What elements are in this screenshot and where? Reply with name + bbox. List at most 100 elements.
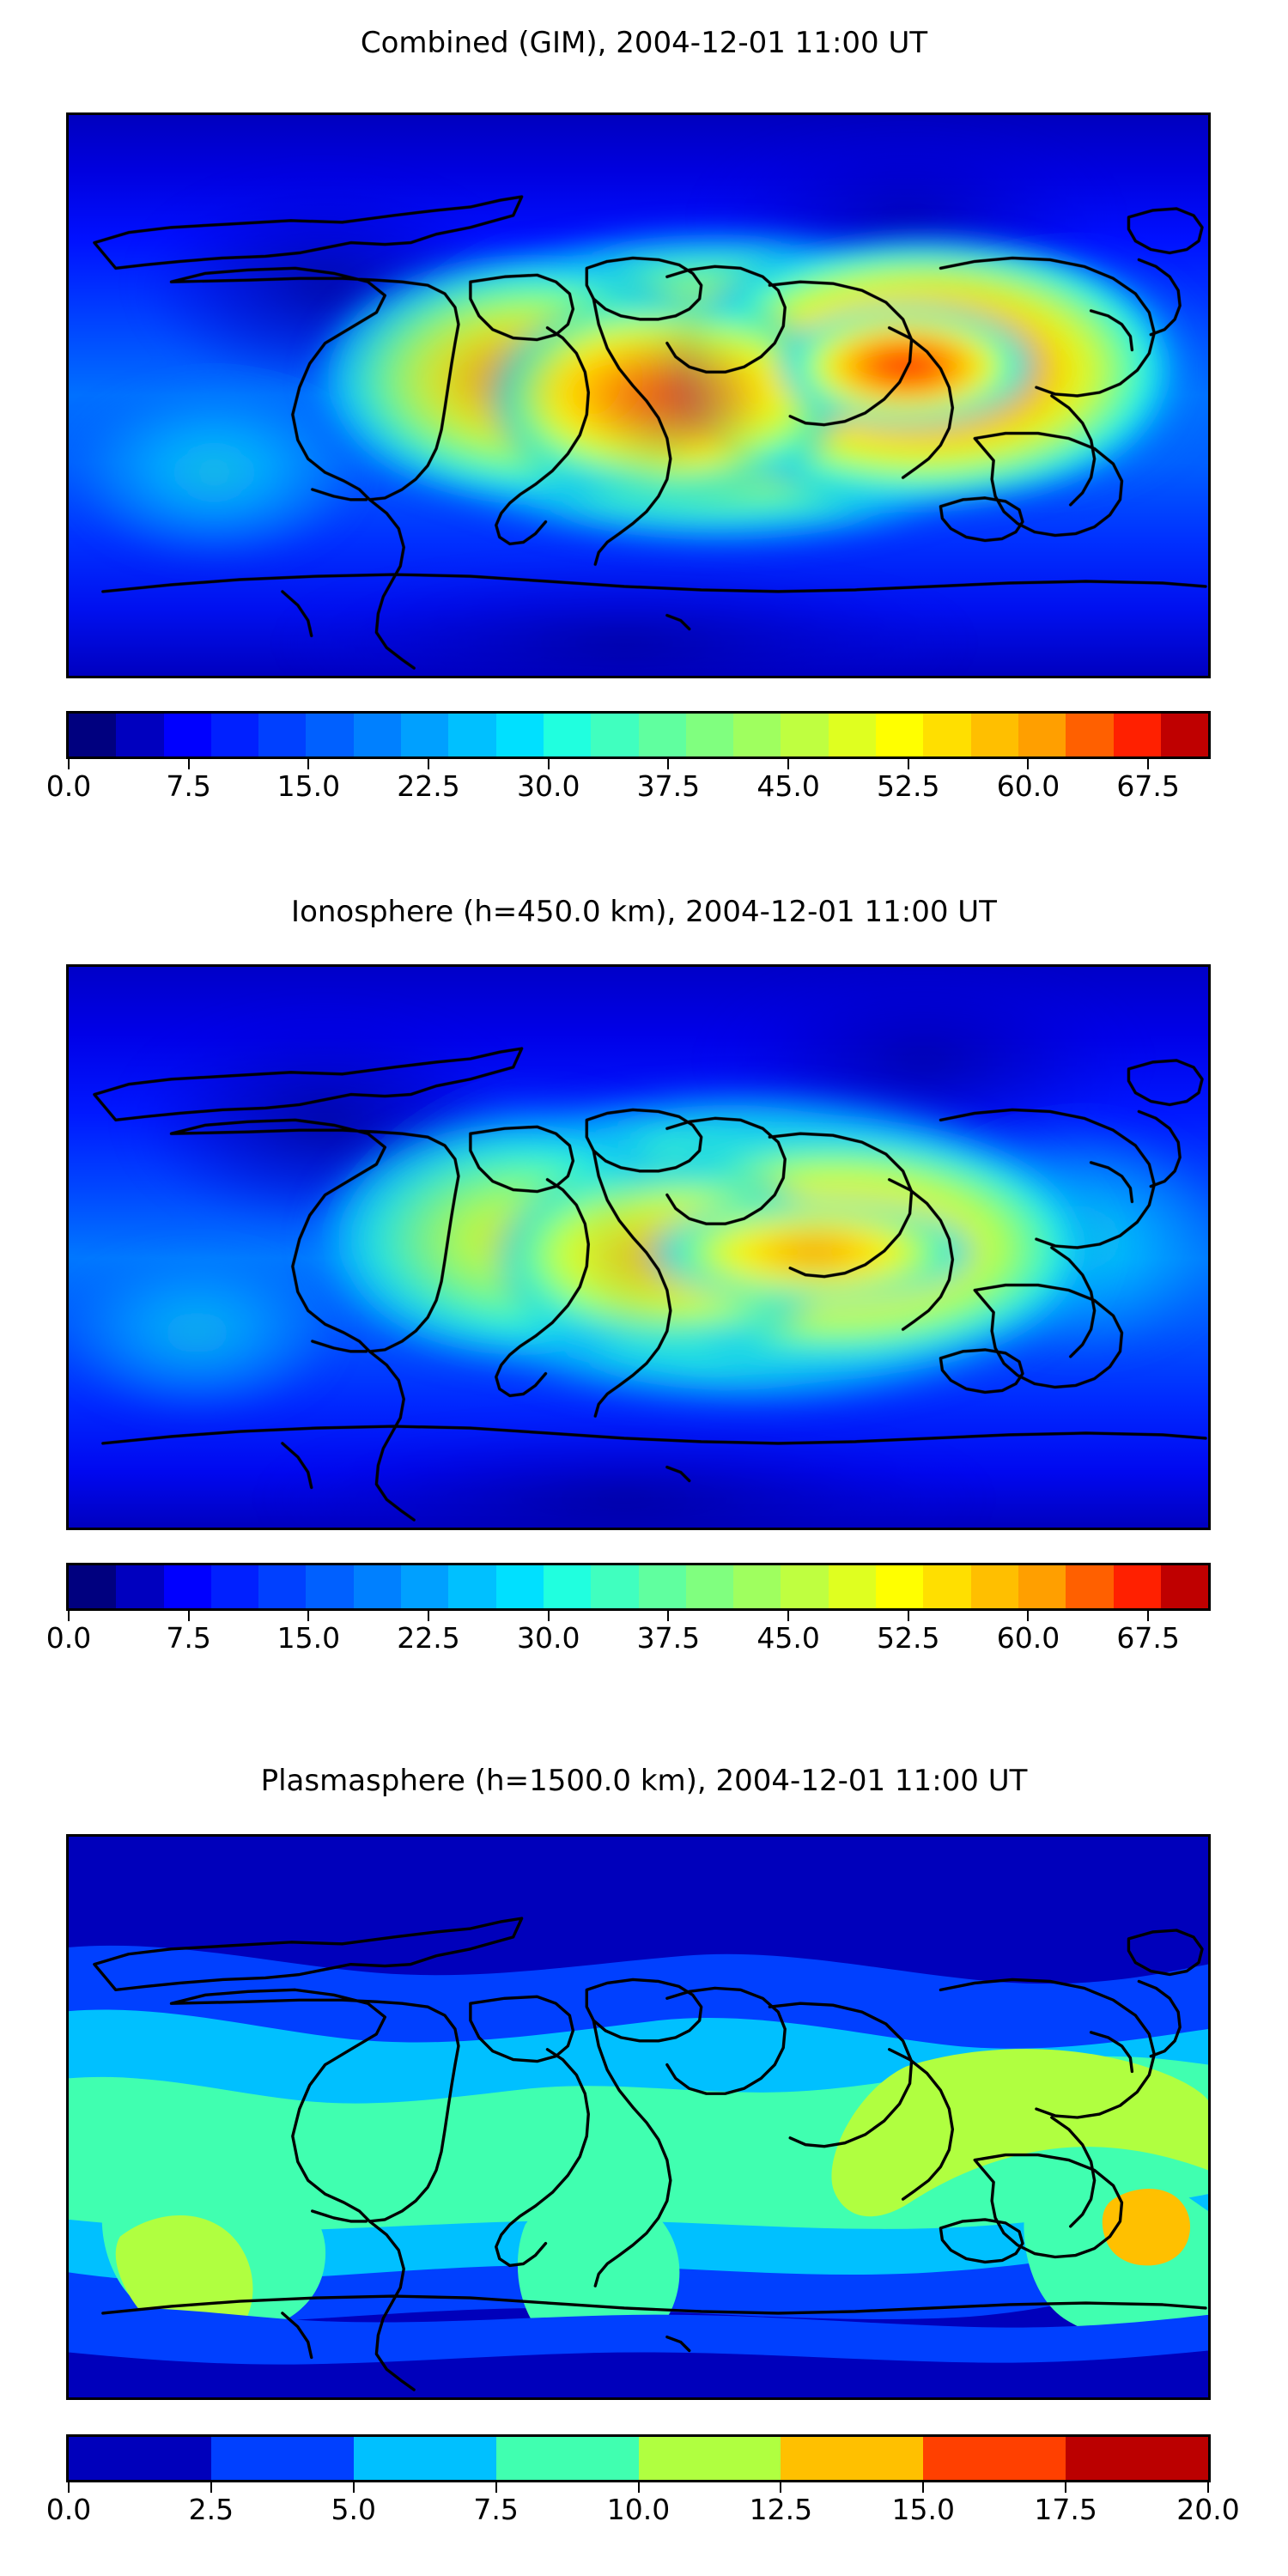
colorbar-combined-gim-tick-label-8: 60.0 (996, 769, 1060, 803)
colorbar-ionosphere-band-6 (353, 1565, 402, 1608)
colorbar-combined-gim-band-11 (591, 714, 639, 756)
colorbar-ionosphere-tick-0 (68, 1611, 70, 1621)
colorbar-combined-gim-band-5 (306, 714, 354, 756)
colorbar-ionosphere-tick-3 (428, 1611, 430, 1621)
colorbar-combined-gim-band-20 (1018, 714, 1066, 756)
panel-title-ionosphere: Ionosphere (h=450.0 km), 2004-12-01 11:0… (291, 895, 997, 929)
colorbar-plasmasphere-band-7 (1066, 2437, 1208, 2480)
colorbar-labels-plasmasphere: 0.0 2.5 5.0 7.5 10.0 12.5 15.0 17.5 20.0 (46, 2493, 1240, 2532)
coastlines-plasmasphere (93, 1917, 1207, 2391)
colorbar-ionosphere-tick-label-5: 37.5 (636, 1621, 701, 1655)
colorbar-ionosphere-tick-label-2: 15.0 (276, 1621, 341, 1655)
colorbar-combined-gim-tick-label-5: 37.5 (636, 769, 701, 803)
colorbar-ionosphere-band-23 (1160, 1565, 1208, 1608)
colorbar-combined-gim-tick-1 (187, 759, 190, 769)
colorbar-strip-ionosphere (66, 1563, 1211, 1611)
colorbar-plasmasphere-band-1 (210, 2437, 354, 2480)
colorbar-plasmasphere-tick-label-8: 20.0 (1176, 2493, 1240, 2526)
colorbar-combined-gim-tick-label-1: 7.5 (166, 769, 211, 803)
colorbar-ionosphere-band-10 (543, 1565, 592, 1608)
colorbar-combined-gim-band-18 (923, 714, 971, 756)
colorbar-labels-combined-gim: 0.0 7.5 15.0 22.5 30.0 37.5 45.0 52.5 60.0 67.5 (46, 769, 1211, 809)
colorbar-combined-gim-band-10 (543, 714, 592, 756)
colorbar-combined-gim-tick-9 (1147, 759, 1150, 769)
colorbar-combined-gim-band-1 (116, 714, 164, 756)
colorbar-plasmasphere: 0.0 2.5 5.0 7.5 10.0 12.5 15.0 17.5 20.0 (46, 2434, 1240, 2572)
colorbar-plasmasphere-tick-7 (1065, 2482, 1067, 2493)
colorbar-ionosphere-band-16 (828, 1565, 877, 1608)
colorbar-plasmasphere-band-5 (781, 2437, 924, 2480)
colorbar-ionosphere-tick-label-8: 60.0 (996, 1621, 1060, 1655)
colorbar-combined-gim-tick-2 (307, 759, 310, 769)
colorbar-ticks-ionosphere (66, 1611, 1211, 1623)
colorbar-ionosphere-tick-6 (787, 1611, 790, 1621)
colorbar-combined-gim-tick-0 (68, 759, 70, 769)
colorbar-plasmasphere-band-4 (638, 2437, 781, 2480)
coastlines-combined-gim (93, 195, 1207, 670)
colorbar-combined-gim-band-8 (448, 714, 496, 756)
colorbar-ionosphere-band-11 (591, 1565, 639, 1608)
colorbar-ionosphere-tick-label-6: 45.0 (756, 1621, 820, 1655)
map-plasmasphere (66, 1834, 1211, 2400)
colorbar-ionosphere-band-3 (210, 1565, 259, 1608)
colorbar-ionosphere-tick-4 (547, 1611, 550, 1621)
colorbar-combined-gim-tick-label-3: 22.5 (397, 769, 460, 803)
colorbar-ionosphere-band-21 (1066, 1565, 1114, 1608)
colorbar-plasmasphere-tick-label-2: 5.0 (331, 2493, 376, 2526)
colorbar-ionosphere-band-12 (638, 1565, 686, 1608)
coastlines-ionosphere (93, 1047, 1207, 1522)
colorbar-combined-gim-tick-label-6: 45.0 (756, 769, 820, 803)
colorbar-plasmasphere-tick-6 (922, 2482, 925, 2493)
colorbar-ionosphere-band-1 (116, 1565, 164, 1608)
colorbar-combined-gim-band-0 (69, 714, 117, 756)
colorbar-ionosphere-tick-label-9: 67.5 (1116, 1621, 1180, 1655)
colorbar-ionosphere-band-0 (69, 1565, 117, 1608)
colorbar-ionosphere-band-4 (258, 1565, 307, 1608)
colorbar-combined-gim-band-21 (1066, 714, 1114, 756)
colorbar-combined-gim-tick-8 (1027, 759, 1030, 769)
colorbar-combined-gim-tick-label-7: 52.5 (877, 769, 940, 803)
colorbar-ionosphere-tick-label-3: 22.5 (397, 1621, 460, 1655)
colorbar-ionosphere-band-7 (401, 1565, 449, 1608)
colorbar-combined-gim-band-16 (828, 714, 877, 756)
colorbar-combined-gim: 0.0 7.5 15.0 22.5 30.0 37.5 45.0 52.5 60.0 67.5 (46, 711, 1211, 848)
colorbar-ionosphere-tick-label-4: 30.0 (516, 1621, 580, 1655)
colorbar-ionosphere-band-17 (876, 1565, 924, 1608)
colorbar-ionosphere-tick-8 (1027, 1611, 1030, 1621)
colorbar-strip-combined-gim (66, 711, 1211, 759)
colorbar-plasmasphere-band-3 (495, 2437, 639, 2480)
colorbar-ionosphere-tick-label-7: 52.5 (877, 1621, 940, 1655)
colorbar-combined-gim-band-3 (210, 714, 259, 756)
colorbar-plasmasphere-band-0 (69, 2437, 211, 2480)
panel-plasmasphere: Plasmasphere (h=1500.0 km), 2004-12-01 1… (0, 1735, 1288, 2576)
colorbar-plasmasphere-tick-5 (780, 2482, 782, 2493)
colorbar-ionosphere-band-19 (970, 1565, 1018, 1608)
colorbar-plasmasphere-tick-3 (495, 2482, 497, 2493)
colorbar-combined-gim-band-7 (401, 714, 449, 756)
colorbar-plasmasphere-tick-label-3: 7.5 (473, 2493, 519, 2526)
colorbar-combined-gim-band-15 (781, 714, 829, 756)
panel-title-combined-gim: Combined (GIM), 2004-12-01 11:00 UT (360, 26, 928, 60)
colorbar-ionosphere-band-18 (923, 1565, 971, 1608)
colorbar-plasmasphere-tick-label-1: 2.5 (188, 2493, 234, 2526)
map-canvas-combined-gim (69, 115, 1208, 676)
colorbar-ticks-plasmasphere (66, 2482, 1211, 2494)
colorbar-plasmasphere-tick-0 (68, 2482, 70, 2493)
colorbar-plasmasphere-tick-label-7: 17.5 (1034, 2493, 1097, 2526)
colorbar-combined-gim-band-2 (163, 714, 211, 756)
map-canvas-plasmasphere (69, 1837, 1208, 2397)
colorbar-ionosphere-band-20 (1018, 1565, 1066, 1608)
colorbar-combined-gim-tick-7 (907, 759, 909, 769)
colorbar-combined-gim-band-4 (258, 714, 307, 756)
colorbar-plasmasphere-tick-4 (637, 2482, 640, 2493)
colorbar-combined-gim-tick-6 (787, 759, 790, 769)
colorbar-ionosphere-band-15 (781, 1565, 829, 1608)
colorbar-ionosphere-band-9 (495, 1565, 544, 1608)
colorbar-plasmasphere-band-2 (353, 2437, 496, 2480)
colorbar-plasmasphere-tick-label-0: 0.0 (46, 2493, 92, 2526)
colorbar-plasmasphere-tick-8 (1207, 2482, 1209, 2493)
colorbar-ionosphere-tick-7 (907, 1611, 909, 1621)
colorbar-plasmasphere-tick-label-5: 12.5 (749, 2493, 813, 2526)
colorbar-combined-gim-tick-4 (547, 759, 550, 769)
